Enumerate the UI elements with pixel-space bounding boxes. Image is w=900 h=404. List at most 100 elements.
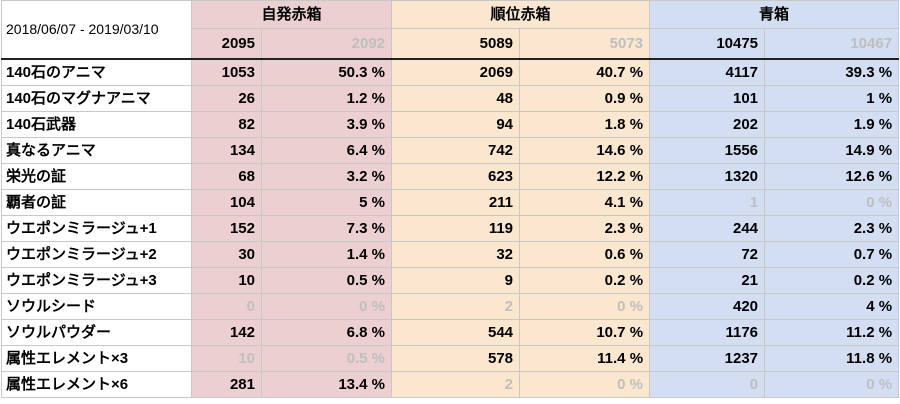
table-row: 属性エレメント×3 10 0.5 % 578 11.4 % 1237 11.8 % — [1, 345, 900, 372]
percent-cell: 3.9 % — [260, 111, 393, 138]
count-cell: 281 — [191, 371, 262, 398]
count-cell: 152 — [191, 215, 262, 242]
count-cell: 1053 — [191, 58, 262, 86]
group-header-2: 順位赤箱 — [391, 0, 651, 29]
count-cell: 142 — [191, 319, 262, 346]
count-cell: 2069 — [391, 58, 521, 86]
table-row: 真なるアニマ 134 6.4 % 742 14.6 % 1556 14.9 % — [1, 137, 900, 164]
count-cell: 82 — [191, 111, 262, 138]
percent-cell: 0.5 % — [260, 267, 393, 294]
percent-cell: 4 % — [764, 293, 900, 320]
count-row: 2095 2092 5089 5073 10475 10467 — [2, 28, 900, 60]
count-cell: 202 — [649, 111, 766, 138]
item-label: ウエポンミラージュ+3 — [1, 267, 192, 294]
count-cell: 1237 — [649, 345, 766, 372]
count-cell: 94 — [391, 111, 521, 138]
group-header-1: 自発赤箱 — [190, 0, 393, 29]
count-cell: 2 — [391, 371, 521, 398]
table-row: ソウルパウダー 142 6.8 % 544 10.7 % 1176 11.2 % — [1, 319, 900, 346]
count-cell: 1176 — [649, 319, 766, 346]
count-cell: 10 — [191, 345, 262, 372]
percent-cell: 6.8 % — [260, 319, 393, 346]
group-1-count-alt: 2092 — [260, 28, 393, 60]
count-cell: 420 — [649, 293, 766, 320]
group-1-count: 2095 — [191, 28, 262, 60]
percent-cell: 0 % — [519, 371, 651, 398]
percent-cell: 0.6 % — [519, 241, 651, 268]
count-cell: 2 — [391, 293, 521, 320]
item-label: 属性エレメント×6 — [1, 371, 192, 398]
count-cell: 134 — [191, 137, 262, 164]
count-cell: 578 — [391, 345, 521, 372]
item-label: 覇者の証 — [1, 189, 192, 216]
percent-cell: 5 % — [260, 189, 393, 216]
percent-cell: 0.2 % — [519, 267, 651, 294]
count-cell: 1556 — [649, 137, 766, 164]
item-label: ウエポンミラージュ+1 — [1, 215, 192, 242]
group-header-row: 2018/06/07 - 2019/03/10 自発赤箱 順位赤箱 青箱 — [1, 0, 900, 60]
item-label: 140石のマグナアニマ — [1, 85, 192, 112]
count-cell: 1 — [649, 189, 766, 216]
percent-cell: 12.6 % — [764, 163, 900, 190]
table-row: ウエポンミラージュ+3 10 0.5 % 9 0.2 % 21 0.2 % — [1, 267, 900, 294]
count-cell: 0 — [191, 293, 262, 320]
table-row: 覇者の証 104 5 % 211 4.1 % 1 0 % — [1, 189, 900, 216]
group-2-count-alt: 5073 — [519, 28, 651, 60]
date-range-cell: 2018/06/07 - 2019/03/10 — [1, 0, 192, 60]
table-row: 栄光の証 68 3.2 % 623 12.2 % 1320 12.6 % — [1, 163, 900, 190]
group-3-count: 10475 — [649, 28, 766, 60]
count-cell: 26 — [191, 85, 262, 112]
percent-cell: 11.4 % — [519, 345, 651, 372]
percent-cell: 1.2 % — [260, 85, 393, 112]
percent-cell: 0 % — [764, 371, 900, 398]
percent-cell: 50.3 % — [260, 58, 393, 86]
percent-cell: 12.2 % — [519, 163, 651, 190]
percent-cell: 11.2 % — [764, 319, 900, 346]
count-cell: 9 — [391, 267, 521, 294]
table-row: 属性エレメント×6 281 13.4 % 2 0 % 0 0 % — [1, 371, 900, 398]
table-row: 140石のマグナアニマ 26 1.2 % 48 0.9 % 101 1 % — [1, 85, 900, 112]
percent-cell: 0.7 % — [764, 241, 900, 268]
group-header-3: 青箱 — [649, 0, 900, 29]
count-cell: 72 — [649, 241, 766, 268]
percent-cell: 40.7 % — [519, 58, 651, 86]
group-3-count-alt: 10467 — [764, 28, 900, 60]
item-label: ソウルシード — [1, 293, 192, 320]
percent-cell: 13.4 % — [260, 371, 393, 398]
percent-cell: 10.7 % — [519, 319, 651, 346]
count-cell: 0 — [649, 371, 766, 398]
count-cell: 48 — [391, 85, 521, 112]
item-label: ソウルパウダー — [1, 319, 192, 346]
item-label: 140石のアニマ — [1, 58, 192, 86]
percent-cell: 3.2 % — [260, 163, 393, 190]
count-cell: 4117 — [649, 58, 766, 86]
percent-cell: 1 % — [764, 85, 900, 112]
count-cell: 104 — [191, 189, 262, 216]
percent-cell: 0 % — [260, 293, 393, 320]
percent-cell: 7.3 % — [260, 215, 393, 242]
percent-cell: 1.4 % — [260, 241, 393, 268]
count-cell: 30 — [191, 241, 262, 268]
count-cell: 623 — [391, 163, 521, 190]
group-2-count: 5089 — [391, 28, 521, 60]
count-cell: 68 — [191, 163, 262, 190]
count-cell: 32 — [391, 241, 521, 268]
percent-cell: 11.8 % — [764, 345, 900, 372]
item-label: 140石武器 — [1, 111, 192, 138]
percent-cell: 39.3 % — [764, 58, 900, 86]
item-label: ウエポンミラージュ+2 — [1, 241, 192, 268]
percent-cell: 1.9 % — [764, 111, 900, 138]
count-cell: 211 — [391, 189, 521, 216]
count-cell: 244 — [649, 215, 766, 242]
percent-cell: 0.2 % — [764, 267, 900, 294]
count-cell: 544 — [391, 319, 521, 346]
table-row: ソウルシード 0 0 % 2 0 % 420 4 % — [1, 293, 900, 320]
percent-cell: 0.9 % — [519, 85, 651, 112]
count-cell: 21 — [649, 267, 766, 294]
table-row: 140石のアニマ 1053 50.3 % 2069 40.7 % 4117 39.3 % — [1, 58, 900, 86]
count-cell: 1320 — [649, 163, 766, 190]
count-cell: 119 — [391, 215, 521, 242]
percent-cell: 0.5 % — [260, 345, 393, 372]
table-row: ウエポンミラージュ+1 152 7.3 % 119 2.3 % 244 2.3 % — [1, 215, 900, 242]
item-label: 属性エレメント×3 — [1, 345, 192, 372]
